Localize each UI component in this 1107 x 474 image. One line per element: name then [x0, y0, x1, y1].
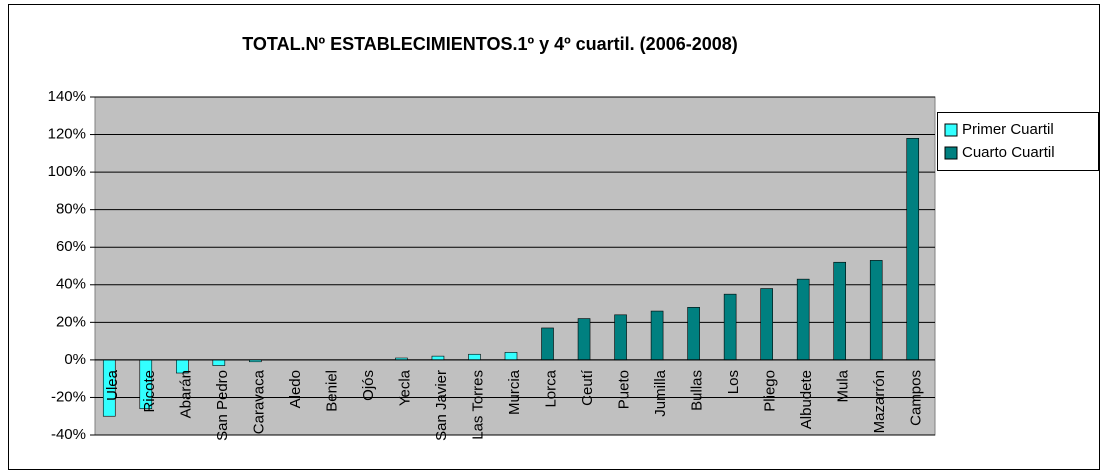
bar	[614, 314, 627, 361]
legend-label: Cuarto Cuartil	[962, 144, 1055, 161]
x-tick-label: Mazarrón	[871, 370, 888, 433]
legend-swatch	[944, 146, 958, 160]
bar	[906, 138, 920, 361]
x-tick-label: San Pedro	[214, 370, 231, 441]
x-tick-label: Lorca	[542, 369, 559, 407]
x-tick-label: Aledo	[287, 370, 304, 408]
y-tick-label: 20%	[56, 313, 86, 330]
y-tick-label: 0%	[64, 351, 86, 368]
x-tick-label: Yecla	[396, 369, 413, 406]
x-tick-label: Ojós	[360, 370, 377, 401]
bar	[650, 310, 664, 361]
bar	[723, 293, 737, 361]
plot-area	[94, 96, 936, 436]
x-tick-label: Ceutí	[579, 369, 596, 406]
legend	[937, 112, 1099, 171]
x-tick-label: Los	[725, 370, 742, 394]
x-tick-label: Ulea	[104, 369, 121, 401]
x-tick-label: Bullas	[689, 370, 706, 411]
x-tick-label: Abarán	[177, 370, 194, 418]
bar	[760, 288, 773, 361]
y-tick-label: 140%	[48, 88, 86, 105]
x-tick-label: Pliego	[762, 370, 779, 412]
bar	[869, 260, 883, 361]
y-tick-label: -40%	[51, 426, 86, 443]
y-tick-label: -20%	[51, 388, 86, 405]
x-tick-label: Albudete	[798, 370, 815, 429]
legend-label: Primer Cuartil	[962, 121, 1054, 138]
x-tick-label: San Javier	[433, 370, 450, 441]
x-tick-label: Las Torres	[469, 370, 486, 440]
bar	[833, 261, 846, 361]
y-tick-label: 60%	[56, 238, 86, 255]
bar	[431, 355, 445, 361]
x-tick-label: Campos	[908, 370, 925, 426]
bar	[504, 352, 518, 361]
x-tick-label: Caravaca	[250, 369, 267, 434]
x-tick-label: Pueto	[616, 370, 633, 409]
bar	[541, 327, 554, 361]
y-tick-label: 40%	[56, 276, 86, 293]
x-tick-label: Beniel	[323, 370, 340, 412]
x-tick-label: Jumilla	[652, 369, 669, 416]
bar	[796, 278, 810, 361]
bar	[212, 359, 226, 366]
y-tick-label: 80%	[56, 201, 86, 218]
y-tick-label: 100%	[48, 163, 86, 180]
legend-swatch	[944, 123, 958, 137]
y-tick-label: 120%	[48, 126, 86, 143]
chart-title: TOTAL.Nº ESTABLECIMIENTOS.1º y 4º cuarti…	[242, 34, 738, 54]
x-tick-label: Mula	[835, 369, 852, 402]
x-tick-label: Ricote	[141, 370, 158, 413]
x-tick-label: Murcia	[506, 369, 523, 415]
bar	[577, 318, 591, 361]
bar	[687, 307, 700, 361]
bar	[468, 353, 481, 361]
